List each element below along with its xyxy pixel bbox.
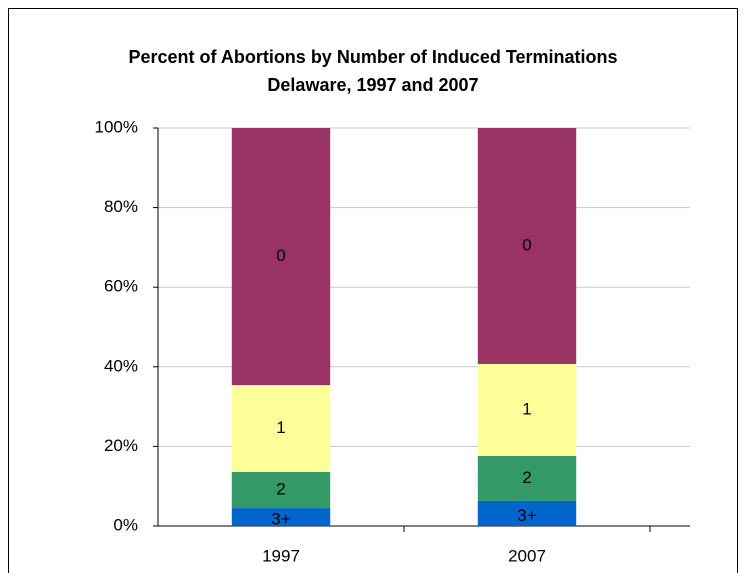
segment-label: 1 (276, 418, 285, 437)
bar-segment (477, 455, 577, 501)
bar-segment (477, 500, 577, 526)
y-tick-label: 0% (113, 515, 138, 534)
y-tick-label: 100% (95, 117, 138, 136)
chart-frame (8, 8, 738, 573)
y-tick-label: 20% (104, 436, 138, 455)
y-tick-label: 40% (104, 356, 138, 375)
y-tick-label: 80% (104, 197, 138, 216)
chart-subtitle: Delaware, 1997 and 2007 (267, 75, 478, 95)
y-tick-label: 60% (104, 277, 138, 296)
segment-label: 3+ (517, 506, 536, 525)
bar-segment (477, 364, 577, 456)
segment-label: 3+ (271, 510, 290, 529)
x-tick-label: 2007 (508, 546, 546, 565)
bar-segment (231, 385, 331, 472)
bar-segment (477, 128, 577, 365)
segment-label: 2 (522, 468, 531, 487)
x-tick-label: 1997 (262, 546, 300, 565)
segment-label: 0 (522, 235, 531, 254)
segment-label: 0 (276, 246, 285, 265)
bar-segment (231, 471, 331, 509)
segment-label: 1 (522, 399, 531, 418)
chart-title: Percent of Abortions by Number of Induce… (128, 47, 617, 67)
bar-segment (231, 128, 331, 386)
segment-label: 2 (276, 479, 285, 498)
bar-segment (231, 508, 331, 526)
